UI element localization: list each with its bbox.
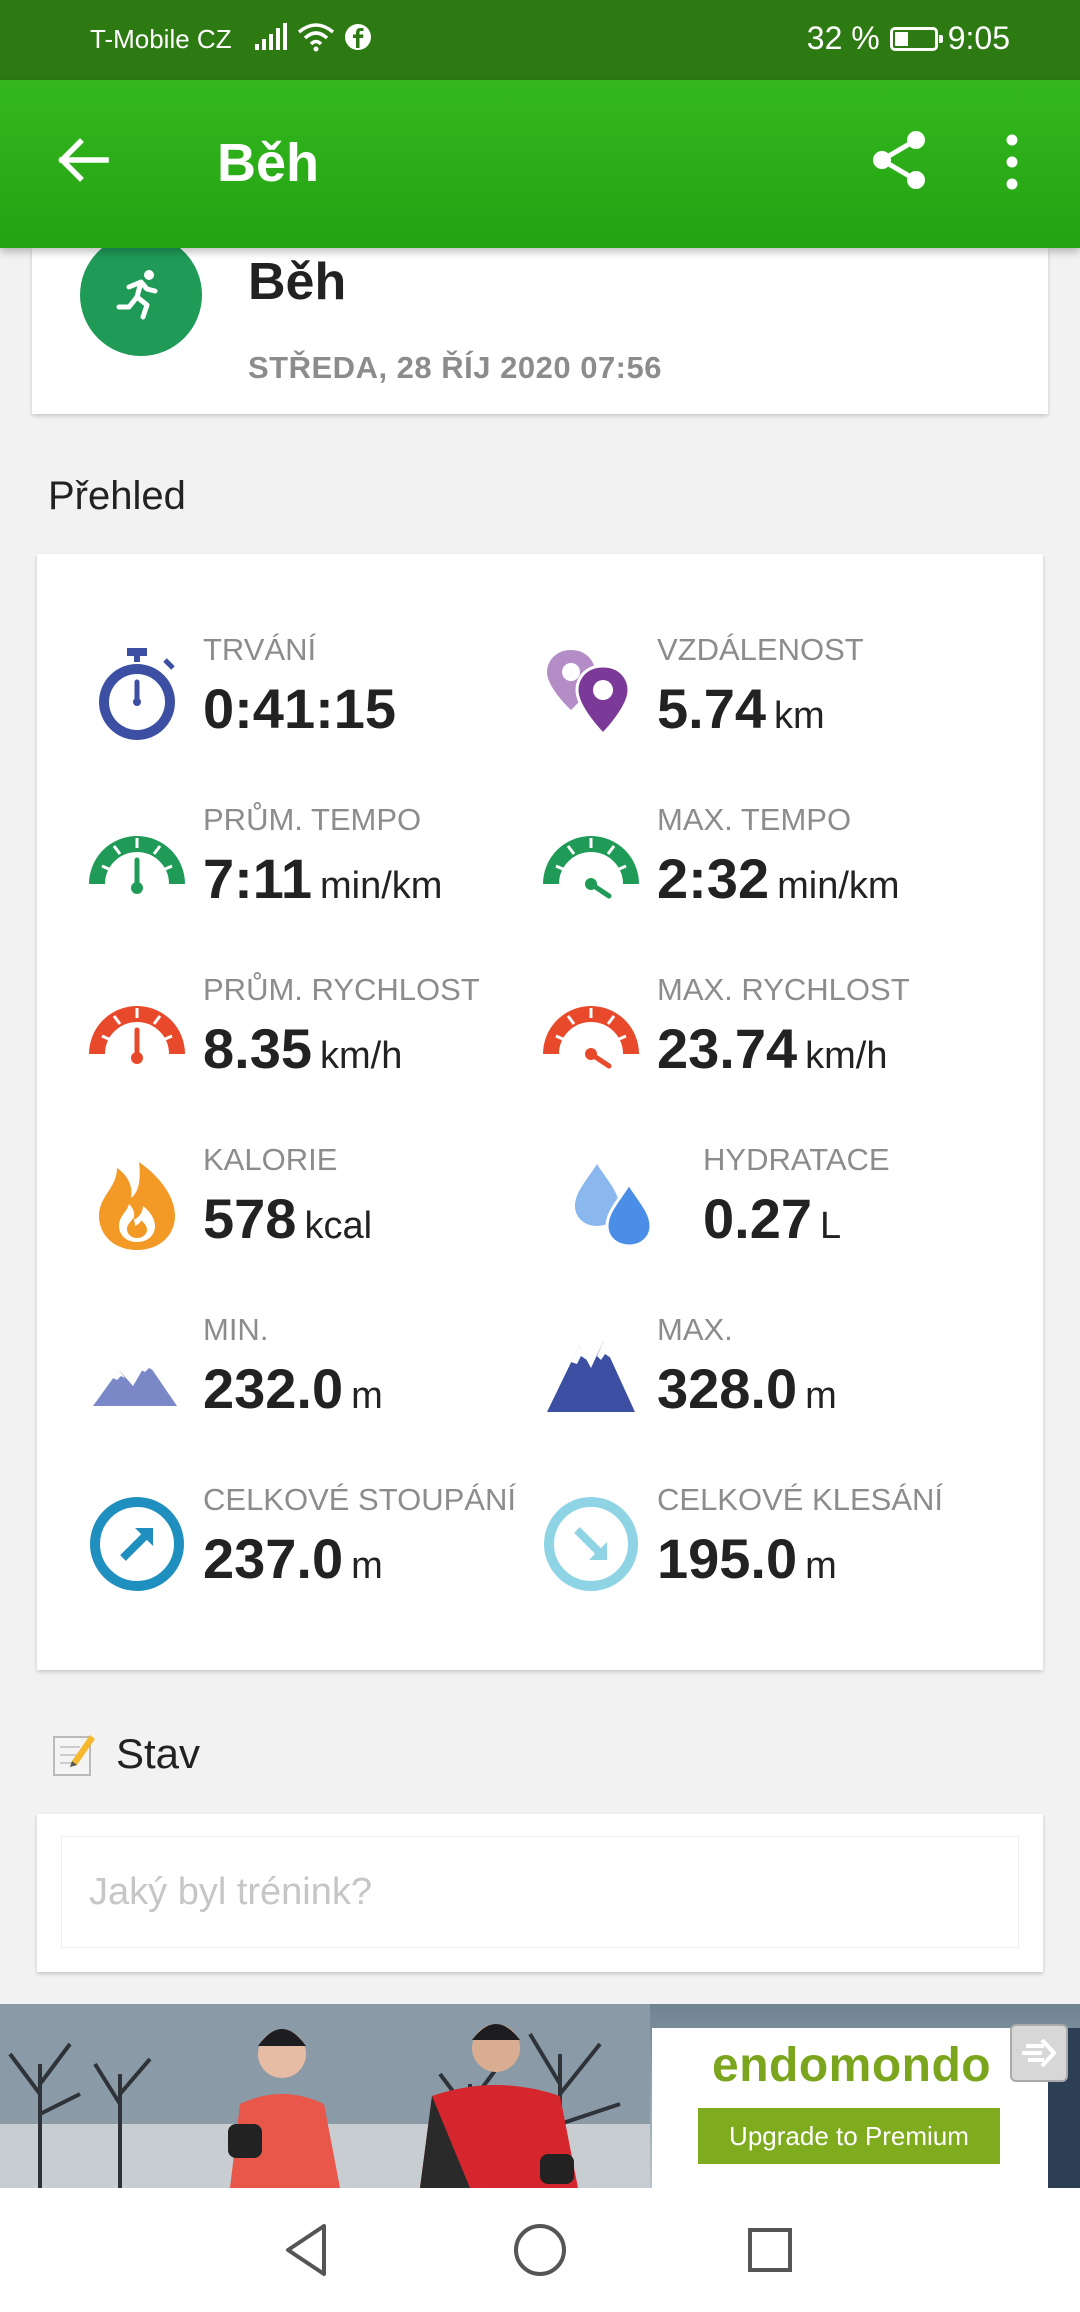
signal-icon — [255, 23, 287, 50]
mountain-peak-icon — [547, 1342, 635, 1412]
stat-hydration: HYDRATACE 0.27 L — [565, 1142, 1045, 1262]
stat-unit: km — [774, 695, 825, 737]
arrow-down-right-icon — [544, 1497, 638, 1591]
stat-label: CELKOVÉ KLESÁNÍ — [657, 1482, 944, 1517]
stat-value: 2:32 — [657, 847, 770, 910]
activity-header-card: Běh STŘEDA, 28 ŘÍJ 2020 07:56 — [32, 234, 1048, 414]
training-note-input[interactable] — [61, 1836, 1019, 1948]
stat-unit: m — [351, 1545, 383, 1587]
battery-icon — [889, 26, 943, 51]
stat-value: 0:41:15 — [203, 677, 397, 740]
stat-value: 578 — [203, 1187, 297, 1250]
overview-title: Přehled — [48, 474, 186, 518]
speedometer-icon — [543, 1006, 639, 1069]
clock: 9:05 — [947, 20, 1010, 56]
arrow-up-right-icon — [90, 1497, 184, 1591]
facebook-icon — [345, 24, 371, 50]
nav-recents-icon[interactable] — [738, 2218, 802, 2282]
stat-value: 7:11 — [203, 847, 312, 910]
stat-total-ascent: CELKOVÉ STOUPÁNÍ 237.0 m — [87, 1482, 567, 1602]
stat-unit: m — [805, 1375, 837, 1417]
ad-brand-box: endomondo Upgrade to Premium — [652, 2028, 1048, 2188]
stat-value: 237.0 — [203, 1527, 344, 1590]
speedometer-icon — [89, 1006, 185, 1064]
stat-value: 8.35 — [203, 1017, 312, 1080]
stat-distance: VZDÁLENOST 5.74 km — [541, 632, 1021, 752]
stat-unit: m — [351, 1375, 383, 1417]
flame-icon — [99, 1162, 175, 1250]
more-vertical-icon[interactable] — [990, 132, 1034, 192]
stat-label: MIN. — [203, 1312, 269, 1347]
stat-label: CELKOVÉ STOUPÁNÍ — [203, 1482, 516, 1517]
app-bar: Běh — [0, 80, 1080, 248]
status-section-header: Stav — [52, 1730, 200, 1778]
arrow-left-icon[interactable] — [52, 130, 112, 190]
stat-value: 328.0 — [657, 1357, 798, 1420]
endomondo-logo: endomondo — [712, 2039, 992, 2092]
speedometer-icon — [89, 836, 185, 894]
carrier-name: T-Mobile CZ — [90, 24, 232, 54]
speedometer-icon — [543, 836, 639, 899]
ad-banner[interactable]: endomondo Upgrade to Premium — [0, 2004, 1080, 2188]
close-ad-icon[interactable] — [1010, 2024, 1068, 2082]
stat-label: PRŮM. TEMPO — [203, 802, 422, 837]
runners-photo — [0, 2004, 650, 2188]
stat-label: MAX. RYCHLOST — [657, 972, 910, 1007]
stat-label: TRVÁNÍ — [203, 632, 317, 667]
running-icon — [80, 234, 202, 356]
stat-min-altitude: MIN. 232.0 m — [87, 1312, 567, 1432]
nav-home-icon[interactable] — [508, 2218, 572, 2282]
stat-value: 0.27 — [703, 1187, 812, 1250]
stat-label: MAX. — [657, 1312, 733, 1347]
stat-label: MAX. TEMPO — [657, 802, 852, 837]
stat-unit: km/h — [320, 1035, 403, 1077]
stat-max-pace: MAX. TEMPO 2:32 min/km — [541, 802, 1021, 922]
activity-title: Běh — [248, 253, 347, 311]
stat-avg-pace: PRŮM. TEMPO 7:11 min/km — [87, 802, 567, 922]
water-drops-icon — [575, 1164, 653, 1248]
activity-date: STŘEDA, 28 ŘÍJ 2020 07:56 — [248, 350, 662, 385]
stat-value: 5.74 — [657, 677, 766, 740]
stat-duration: TRVÁNÍ 0:41:15 — [87, 632, 567, 752]
stat-value: 195.0 — [657, 1527, 798, 1590]
status-section-title: Stav — [116, 1730, 201, 1777]
overview-card: TRVÁNÍ 0:41:15 VZDÁLENOST 5.74 km PRŮM. T… — [37, 554, 1043, 1670]
stat-unit: L — [820, 1205, 842, 1247]
status-card — [37, 1814, 1043, 1972]
stat-value: 232.0 — [203, 1357, 344, 1420]
system-navigation-bar — [0, 2188, 1080, 2312]
stat-unit: km/h — [805, 1035, 888, 1077]
map-pin-icon — [547, 650, 631, 737]
stat-unit: min/km — [320, 865, 443, 907]
upgrade-premium-button[interactable]: Upgrade to Premium — [698, 2108, 1000, 2164]
mountain-icon — [93, 1362, 177, 1406]
stat-unit: m — [805, 1545, 837, 1587]
stat-avg-speed: PRŮM. RYCHLOST 8.35 km/h — [87, 972, 567, 1092]
stopwatch-icon — [99, 648, 175, 740]
app-bar-title: Běh — [217, 133, 320, 193]
stat-label: KALORIE — [203, 1142, 338, 1177]
notepad-icon — [53, 1735, 95, 1776]
share-icon[interactable] — [868, 128, 932, 192]
stat-label: VZDÁLENOST — [657, 632, 864, 667]
stat-max-speed: MAX. RYCHLOST 23.74 km/h — [541, 972, 1021, 1092]
stat-calories: KALORIE 578 kcal — [87, 1142, 567, 1262]
status-bar: T-Mobile CZ 32 % 9:05 — [0, 0, 1080, 80]
stat-max-altitude: MAX. 328.0 m — [541, 1312, 1021, 1432]
stat-label: PRŮM. RYCHLOST — [203, 972, 480, 1007]
stat-label: HYDRATACE — [703, 1142, 890, 1177]
wifi-icon — [297, 23, 335, 52]
battery-percent: 32 % — [806, 20, 880, 56]
stat-unit: kcal — [304, 1205, 373, 1247]
stat-value: 23.74 — [657, 1017, 798, 1080]
nav-back-icon[interactable] — [276, 2218, 340, 2282]
stat-unit: min/km — [777, 865, 900, 907]
stat-total-descent: CELKOVÉ KLESÁNÍ 195.0 m — [541, 1482, 1021, 1602]
